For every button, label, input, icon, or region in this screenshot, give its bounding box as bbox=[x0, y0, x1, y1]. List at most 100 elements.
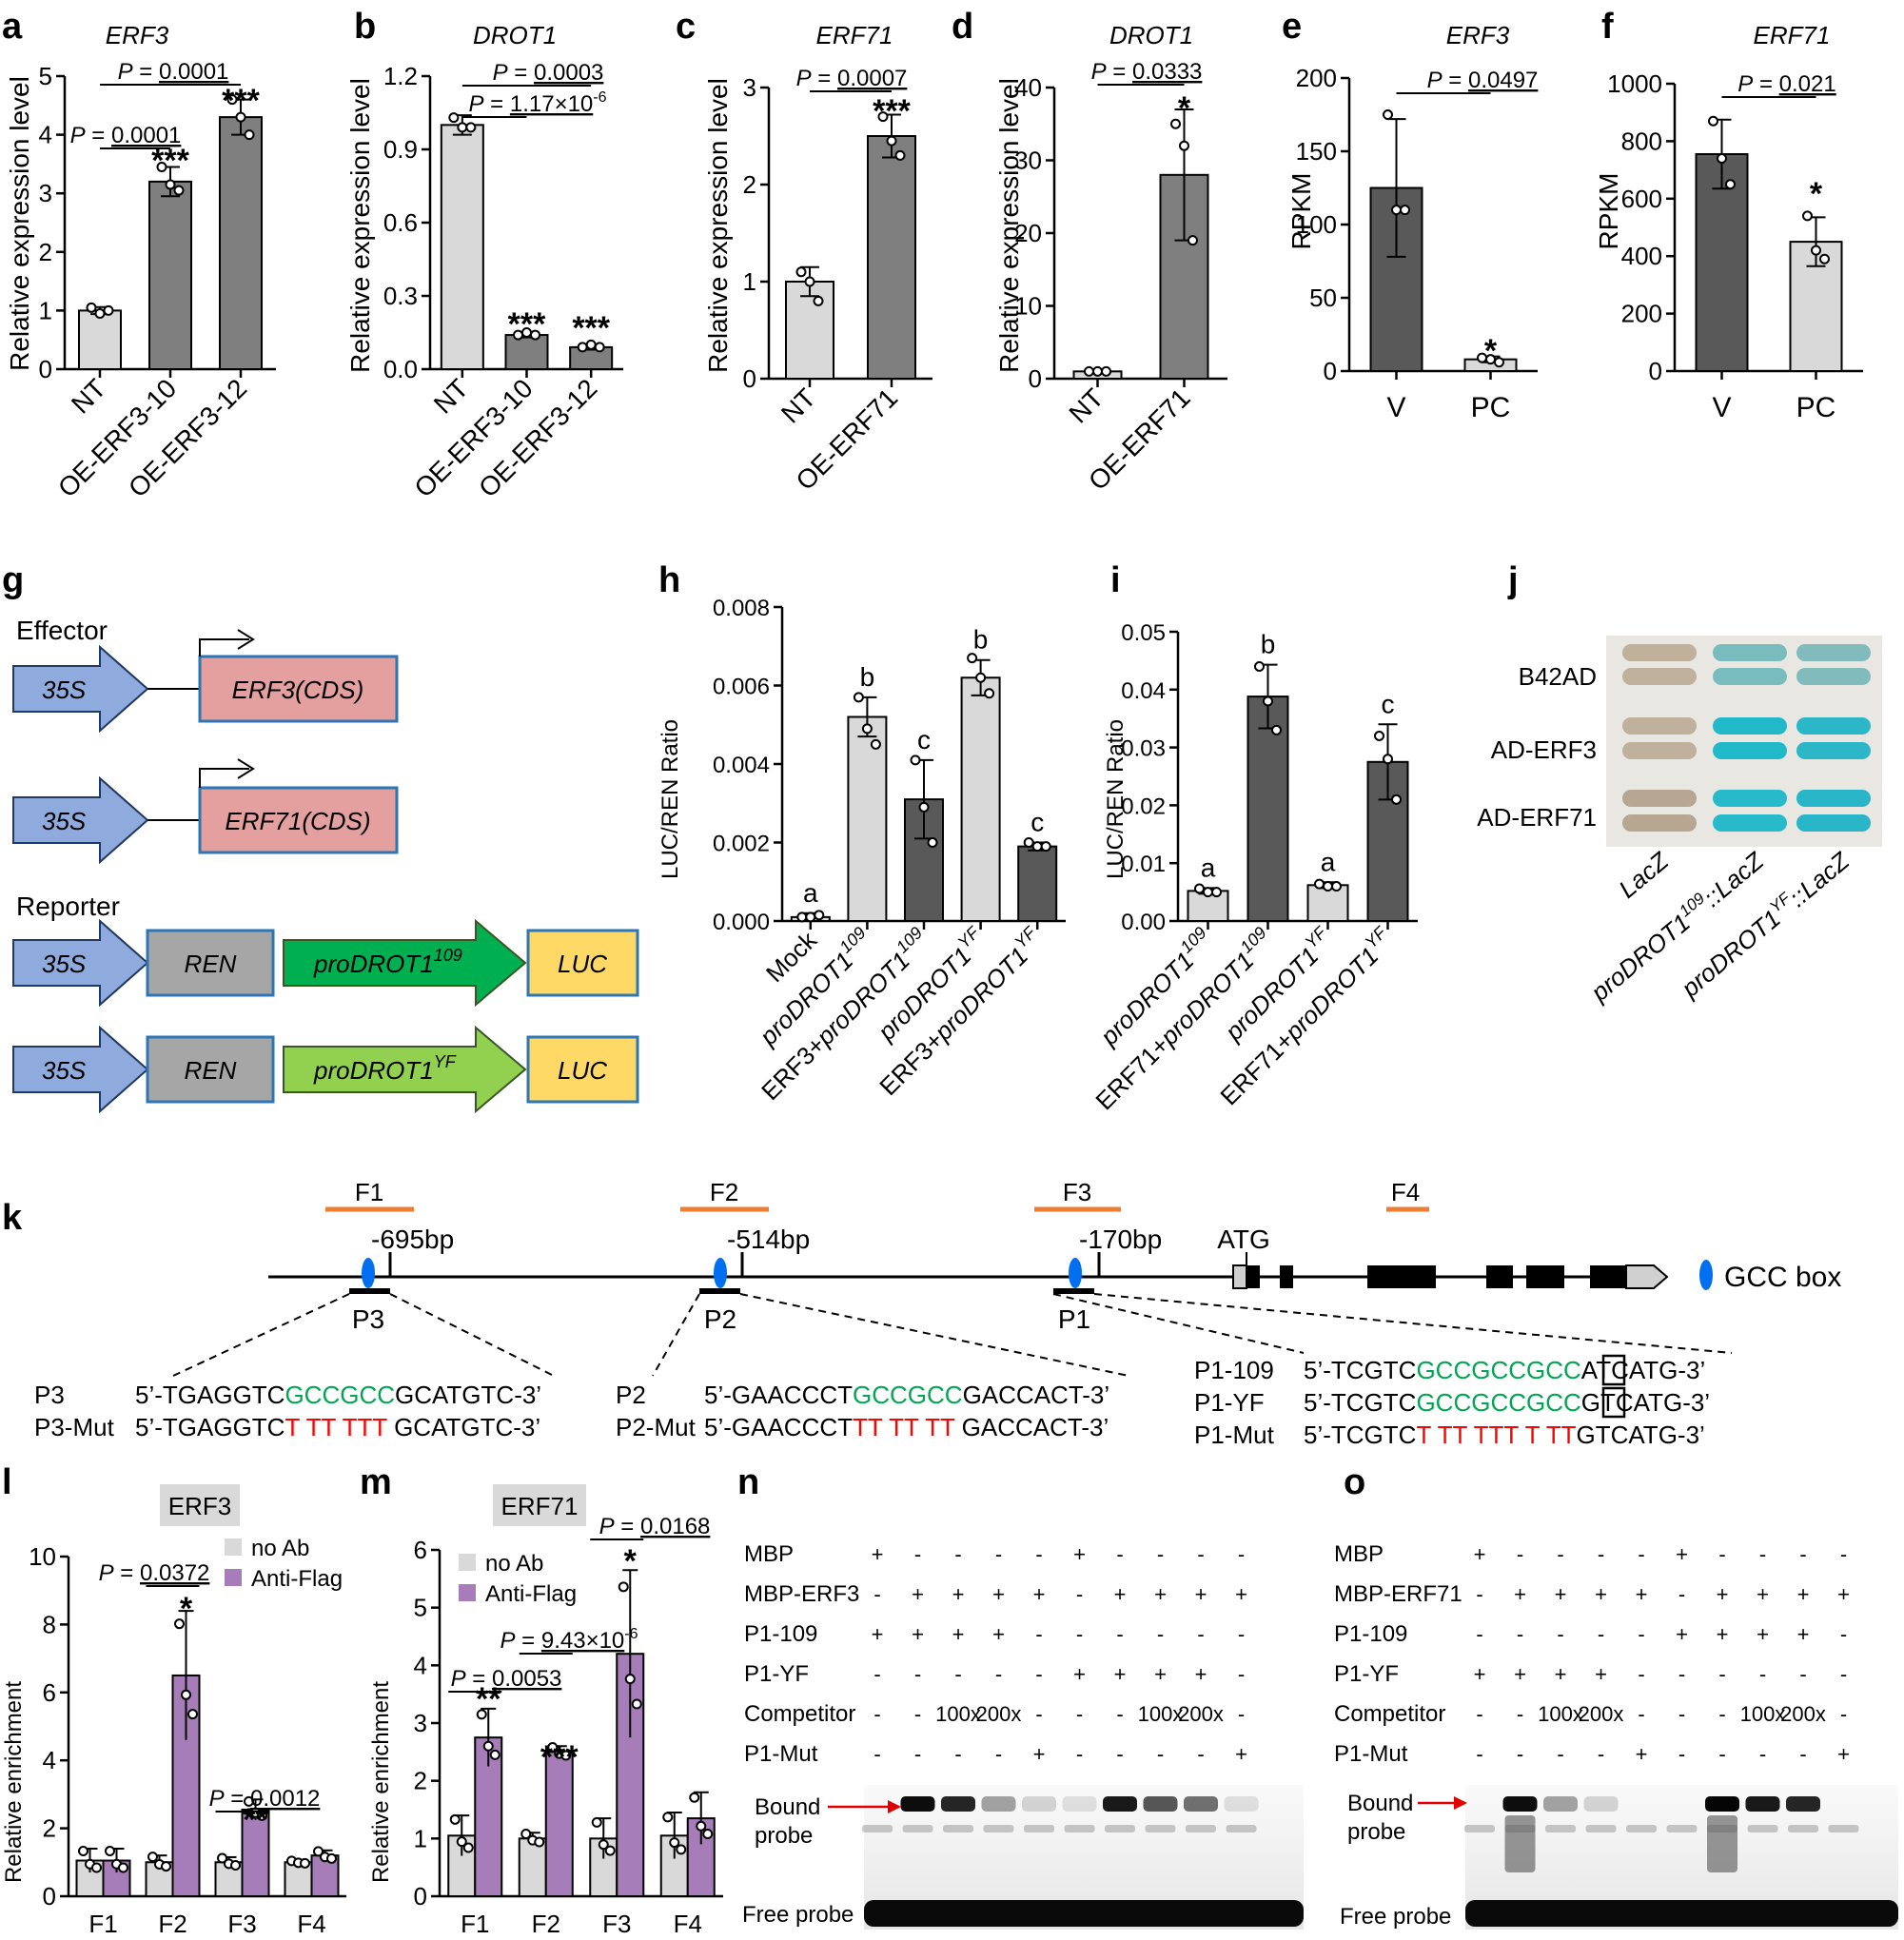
data-point bbox=[1203, 887, 1213, 898]
emsa-row-label: P1-109 bbox=[1334, 1621, 1407, 1647]
p-equals: = bbox=[1107, 59, 1132, 85]
p-value-label: P = 0.0001 bbox=[70, 123, 182, 148]
sequence: 5’-TGAGGTCT TT TTT GCATGTC-3’ bbox=[135, 1413, 540, 1441]
sequence-flank: 5’-GAACCCT bbox=[704, 1413, 853, 1441]
y-tick-label: 0 bbox=[414, 1882, 427, 1911]
emsa-sign: + bbox=[1154, 1582, 1167, 1606]
data-point bbox=[534, 1836, 545, 1848]
emsa-sign: 200x bbox=[1579, 1702, 1624, 1726]
emsa-sign: - bbox=[1840, 1662, 1847, 1686]
data-point bbox=[795, 266, 807, 278]
protein-label-box bbox=[160, 1484, 240, 1526]
bar bbox=[1017, 845, 1058, 922]
emsa-sign: + bbox=[1514, 1662, 1526, 1686]
emsa-row-label: P1-109 bbox=[744, 1621, 817, 1647]
colony-streak bbox=[1622, 668, 1697, 685]
data-point bbox=[1084, 365, 1094, 377]
p-value: 0.0003 bbox=[534, 60, 603, 86]
emsa-sign: - bbox=[1476, 1742, 1482, 1766]
y-tick-label: 2 bbox=[39, 238, 52, 266]
p-value-label: P = 0.0168 bbox=[599, 1514, 711, 1539]
data-point bbox=[1179, 140, 1189, 151]
emsa-sign: - bbox=[1598, 1622, 1604, 1646]
data-point bbox=[86, 302, 97, 313]
emsa-sign: - bbox=[1799, 1742, 1806, 1766]
y-tick-label: 6 bbox=[43, 1678, 56, 1707]
chart-title: ERF3 bbox=[1446, 21, 1510, 49]
data-point bbox=[805, 911, 816, 923]
group-letter: c bbox=[1382, 689, 1395, 718]
emsa-sign: - bbox=[1157, 1742, 1164, 1766]
probe-p1-label: P1 bbox=[1058, 1304, 1090, 1334]
data-point bbox=[1211, 887, 1222, 898]
colony-streak bbox=[1713, 668, 1787, 685]
callout-line bbox=[1093, 1293, 1733, 1354]
promoter-35s-label: 35S bbox=[42, 676, 87, 704]
p-value-label: P = 0.0003 bbox=[493, 60, 604, 86]
p-equals: = bbox=[615, 1514, 640, 1539]
x-tick-label: V bbox=[1712, 392, 1731, 423]
luc-box bbox=[526, 1035, 639, 1104]
x-tick-label: PC bbox=[1796, 392, 1836, 423]
sequence: 5’-GAACCCTTT TT TT GACCACT-3’ bbox=[704, 1413, 1109, 1441]
group-letter: c bbox=[917, 725, 931, 754]
emsa-sign: 200x bbox=[1178, 1702, 1224, 1726]
data-point bbox=[1023, 837, 1034, 848]
y-tick-label: 4 bbox=[414, 1651, 427, 1679]
data-point bbox=[591, 1816, 602, 1828]
bar bbox=[518, 1837, 547, 1898]
promoter-drot1-yf-label: proDROT1YF bbox=[313, 1052, 457, 1085]
colony-streak bbox=[1713, 717, 1787, 735]
data-point bbox=[894, 149, 906, 161]
data-point bbox=[1391, 794, 1402, 805]
gel-band-faint bbox=[1707, 1825, 1737, 1832]
panel-letter-m: m bbox=[360, 1462, 392, 1502]
luc-label: LUC bbox=[558, 950, 607, 978]
colony-streak bbox=[1796, 668, 1871, 685]
y-tick-label: 0 bbox=[43, 1882, 56, 1911]
data-point bbox=[631, 1698, 642, 1710]
data-point bbox=[1101, 365, 1111, 377]
p-value-label: P = 0.0372 bbox=[99, 1560, 210, 1586]
y-tick-label: 0.0 bbox=[383, 355, 418, 383]
data-point bbox=[967, 653, 978, 664]
colony-streak bbox=[1622, 814, 1697, 832]
p-symbol: P bbox=[1737, 71, 1753, 97]
emsa-sign: - bbox=[1476, 1702, 1482, 1726]
emsa-row-label: MBP-ERF3 bbox=[744, 1581, 859, 1607]
emsa-sign: 100x bbox=[935, 1702, 981, 1726]
atg-label: ATG bbox=[1217, 1225, 1269, 1254]
protein-label: ERF3 bbox=[168, 1492, 231, 1520]
y-tick-label: 0.006 bbox=[713, 675, 770, 700]
colony-streak bbox=[1622, 717, 1697, 735]
emsa-sign: - bbox=[1035, 1542, 1042, 1566]
gel-band-bound bbox=[1022, 1796, 1056, 1812]
bar bbox=[847, 715, 888, 922]
chart-panel-f: ERF71 RPKM 0 200 400 600 800 1000 V PC P = 0.021… bbox=[1594, 21, 1863, 423]
emsa-sign: - bbox=[1638, 1622, 1644, 1646]
chart-title: DROT1 bbox=[1109, 21, 1193, 49]
data-point bbox=[861, 723, 873, 735]
chart-panel-a: ERF3 Relative expression level 012345NTO… bbox=[5, 21, 276, 503]
group-letter: a bbox=[1321, 847, 1336, 876]
panel-letter-e: e bbox=[1282, 7, 1302, 47]
significance-star: * bbox=[1178, 90, 1191, 127]
chart-panel-b: DROT1 Relative expression level 0.0 0.3 0.… bbox=[345, 21, 623, 503]
probe-p2-label: P2 bbox=[704, 1304, 736, 1334]
gel-band-faint bbox=[1666, 1825, 1698, 1832]
y-tick-label: 2 bbox=[743, 170, 756, 199]
group-letter: c bbox=[1031, 808, 1044, 837]
sequence: 5’-TCGTCT TT TTT T TTGTCATG-3’ bbox=[1304, 1421, 1705, 1449]
emsa-sign: + bbox=[952, 1582, 965, 1606]
sequence-name: P2-Mut bbox=[616, 1413, 697, 1441]
emsa-sign: 200x bbox=[1780, 1702, 1826, 1726]
emsa-panel-n: MBP + - - - - + - - - - MBP-ERF3 - + + + + - + + + + P1-109 + + +… bbox=[742, 1541, 1304, 1930]
emsa-sign: + bbox=[1636, 1742, 1648, 1766]
panel-letter-h: h bbox=[658, 560, 680, 600]
emsa-panel-o: MBP + - - - - + - - - -MBP-ERF71- + + + + - + + + +P1-109- -… bbox=[1334, 1541, 1898, 1930]
data-point bbox=[244, 129, 255, 141]
data-point bbox=[1374, 730, 1384, 741]
significance-star: * bbox=[624, 1543, 638, 1579]
gel-band-bound bbox=[1745, 1796, 1780, 1812]
data-point bbox=[1188, 235, 1198, 246]
